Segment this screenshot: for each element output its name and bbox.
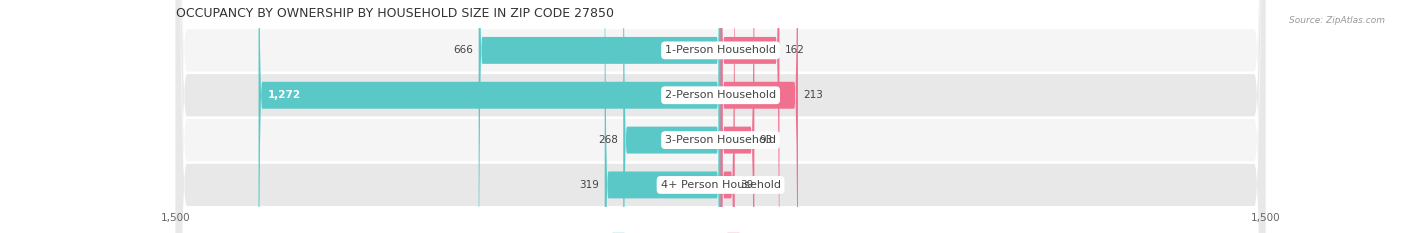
FancyBboxPatch shape <box>176 0 1265 233</box>
Text: 319: 319 <box>579 180 599 190</box>
Text: 2-Person Household: 2-Person Household <box>665 90 776 100</box>
Text: 213: 213 <box>803 90 824 100</box>
FancyBboxPatch shape <box>176 0 1265 233</box>
Text: OCCUPANCY BY OWNERSHIP BY HOUSEHOLD SIZE IN ZIP CODE 27850: OCCUPANCY BY OWNERSHIP BY HOUSEHOLD SIZE… <box>176 7 614 20</box>
FancyBboxPatch shape <box>721 0 735 233</box>
FancyBboxPatch shape <box>605 0 721 233</box>
Text: Source: ZipAtlas.com: Source: ZipAtlas.com <box>1289 16 1385 25</box>
Legend: Owner-occupied, Renter-occupied: Owner-occupied, Renter-occupied <box>607 229 834 233</box>
FancyBboxPatch shape <box>176 0 1265 233</box>
Text: 39: 39 <box>740 180 754 190</box>
FancyBboxPatch shape <box>478 0 721 233</box>
Text: 3-Person Household: 3-Person Household <box>665 135 776 145</box>
Text: 666: 666 <box>453 45 474 55</box>
Text: 162: 162 <box>785 45 804 55</box>
Text: 4+ Person Household: 4+ Person Household <box>661 180 780 190</box>
FancyBboxPatch shape <box>176 0 1265 233</box>
Text: 1-Person Household: 1-Person Household <box>665 45 776 55</box>
Text: 268: 268 <box>598 135 617 145</box>
FancyBboxPatch shape <box>721 0 779 233</box>
Text: 93: 93 <box>759 135 773 145</box>
Text: 1,272: 1,272 <box>267 90 301 100</box>
FancyBboxPatch shape <box>721 0 799 233</box>
FancyBboxPatch shape <box>259 0 721 233</box>
FancyBboxPatch shape <box>623 0 721 233</box>
FancyBboxPatch shape <box>721 0 755 233</box>
